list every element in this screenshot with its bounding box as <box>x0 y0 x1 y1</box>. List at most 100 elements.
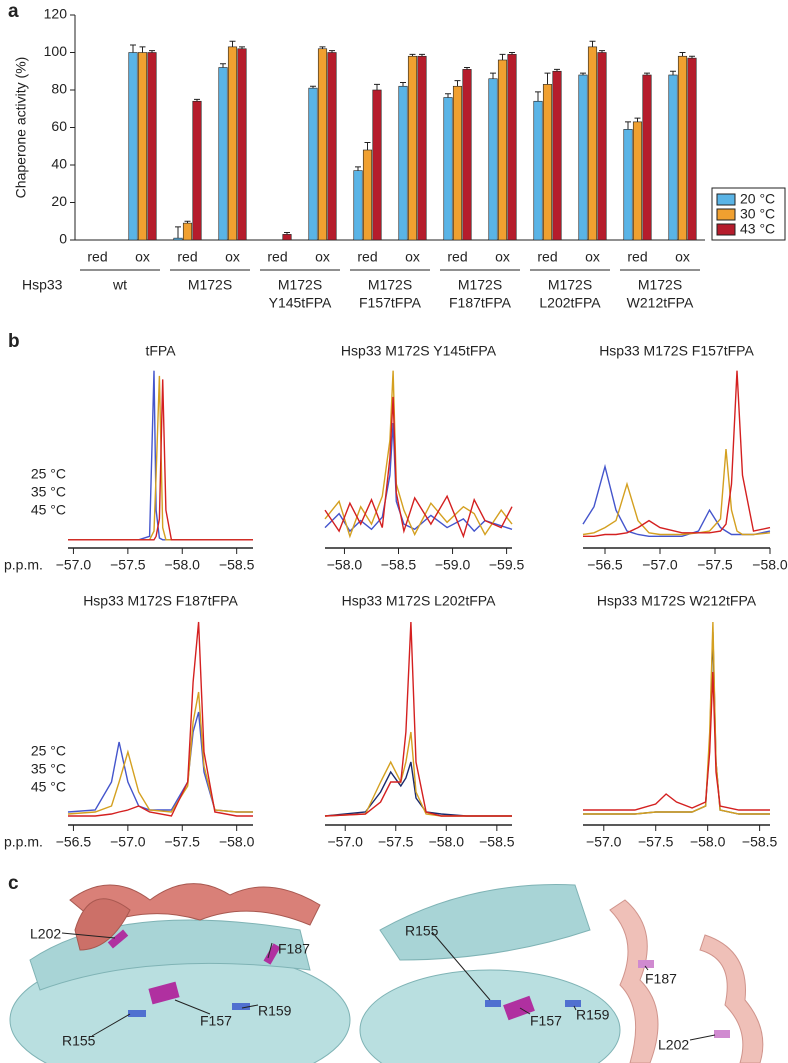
bar <box>353 170 363 241</box>
y-tick-label: 100 <box>44 43 68 59</box>
x-axis-label: p.p.m. <box>4 834 43 850</box>
row-label: Hsp33 <box>22 277 63 293</box>
x-tick-label: −59.5 <box>489 557 525 573</box>
legend-label: 25 °C <box>31 466 66 482</box>
x-tick-label: −57.5 <box>697 557 733 573</box>
spectrum-line <box>582 463 771 537</box>
x-tick-label: red <box>537 249 557 265</box>
bar <box>687 57 697 241</box>
error-bar <box>239 46 245 49</box>
spectrum-line <box>324 761 512 817</box>
error-bar <box>445 93 451 98</box>
error-bar <box>130 44 136 53</box>
plot-title: Hsp33 M172S Y145tFPA <box>341 343 497 359</box>
bar <box>452 85 463 241</box>
error-bar <box>419 53 425 57</box>
residue-label: R159 <box>576 1007 610 1023</box>
residue-label: R159 <box>258 1003 292 1019</box>
x-tick-label: −59.0 <box>435 557 471 573</box>
error-bar <box>625 121 631 130</box>
x-tick-label: −56.5 <box>56 834 92 850</box>
bar <box>147 52 157 241</box>
legend-label: 20 °C <box>740 191 775 207</box>
x-tick-label: −57.0 <box>110 834 146 850</box>
plot-title: Hsp33 M172S F157tFPA <box>599 343 754 359</box>
group-label: M172S <box>458 277 502 293</box>
legend-swatch <box>716 223 736 236</box>
error-bar <box>599 50 605 53</box>
y-tick-label: 60 <box>51 118 67 134</box>
bar <box>462 69 472 241</box>
error-bar <box>400 82 406 87</box>
x-tick-label: red <box>87 249 107 265</box>
error-bar <box>509 52 515 55</box>
error-bar <box>175 226 181 239</box>
bar <box>282 234 292 241</box>
spectrum-line <box>324 621 512 817</box>
y-tick-label: 80 <box>51 81 67 97</box>
error-bar <box>364 142 371 150</box>
x-tick-label: ox <box>405 249 420 265</box>
x-tick-label: −58.5 <box>479 834 515 850</box>
legend-label: 45 °C <box>31 502 66 518</box>
legend-label: 43 °C <box>740 221 775 237</box>
panel-label: a <box>8 1 19 22</box>
spectrum-line <box>324 396 513 539</box>
spectrum-line <box>67 691 253 815</box>
residue-label: F187 <box>645 971 677 987</box>
group-label: M172S <box>368 277 412 293</box>
x-tick-label: red <box>447 249 467 265</box>
legend-swatch <box>716 193 736 206</box>
x-tick-label: ox <box>585 249 600 265</box>
bar <box>668 74 678 241</box>
x-tick-label: −58.0 <box>690 834 726 850</box>
bar <box>227 46 238 241</box>
bar <box>597 52 607 241</box>
bar <box>327 52 337 241</box>
x-tick-label: −57.5 <box>165 834 201 850</box>
bar <box>677 55 688 241</box>
x-tick-label: ox <box>135 249 150 265</box>
bar <box>407 55 418 241</box>
plot-title: Hsp33 M172S W212tFPA <box>597 593 757 609</box>
group-label: Y145tFPA <box>269 295 332 311</box>
group-label: wt <box>112 277 127 293</box>
bar <box>308 87 318 241</box>
x-tick-label: −57.5 <box>638 834 674 850</box>
y-tick-label: 20 <box>51 193 67 209</box>
legend-label: 30 °C <box>740 206 775 222</box>
bar <box>398 85 408 241</box>
bar <box>488 78 498 241</box>
spectrum-line <box>583 370 771 537</box>
error-bar <box>589 40 596 47</box>
bar <box>182 222 193 241</box>
group-label: W212tFPA <box>627 295 694 311</box>
error-bar <box>535 91 541 102</box>
structure-right <box>359 884 764 1063</box>
group-label: M172S <box>638 277 682 293</box>
error-bar <box>310 85 316 89</box>
legend-label: 45 °C <box>31 779 66 795</box>
bar <box>218 67 228 241</box>
error-bar <box>409 53 416 57</box>
error-bar <box>544 72 551 85</box>
y-tick-label: 40 <box>51 156 67 172</box>
error-bar <box>464 67 470 70</box>
group-label: M172S <box>278 277 322 293</box>
spectrum-line <box>583 671 770 811</box>
error-bar <box>355 166 361 171</box>
plot-title: tFPA <box>145 343 176 359</box>
x-tick-label: −58.5 <box>742 834 778 850</box>
x-tick-label: −58.0 <box>219 834 255 850</box>
x-tick-label: −58.0 <box>327 557 363 573</box>
spectrum-line <box>324 422 513 533</box>
y-tick-label: 120 <box>44 6 68 22</box>
error-bar <box>679 52 686 57</box>
legend-swatch <box>716 208 736 221</box>
error-bar <box>454 80 461 87</box>
x-tick-label: −58.5 <box>381 557 417 573</box>
bar <box>362 149 373 241</box>
error-bar <box>139 46 146 53</box>
x-tick-label: ox <box>495 249 510 265</box>
